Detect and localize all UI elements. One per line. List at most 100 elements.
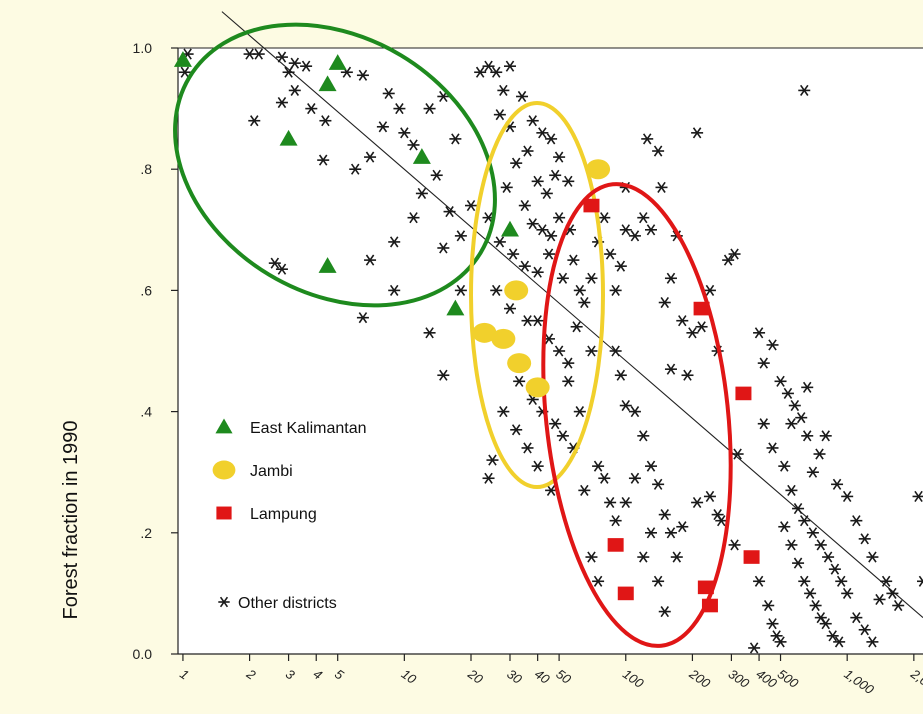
data-point-other-districts [655,181,668,193]
data-point-other-districts [585,272,598,284]
data-point-other-districts [521,145,534,157]
data-point-other-districts [604,496,617,509]
data-point-other-districts [652,478,665,490]
data-point-other-districts [398,127,411,139]
data-point-other-districts [248,115,261,127]
data-point-other-districts [562,175,575,187]
data-point-other-districts [317,154,330,166]
data-point-east-kalimantan [446,299,465,316]
data-point-other-districts [757,357,770,369]
data-point-other-districts [497,406,510,418]
x-tick-label: 20 [464,666,486,688]
data-point-other-districts [493,236,506,248]
data-point-other-districts [356,69,369,81]
legend-marker-lampung [216,506,232,520]
data-point-east-kalimantan [318,75,337,92]
data-point-other-districts [513,375,526,387]
x-tick-label: 100 [620,666,647,691]
data-point-other-districts [822,551,835,563]
data-point-other-districts [731,448,744,460]
data-point-other-districts [542,248,555,260]
data-point-other-districts [449,133,462,145]
data-point-other-districts [437,369,450,381]
data-point-other-districts [664,527,677,539]
data-point-other-districts [728,539,741,551]
y-tick-label: .6 [140,282,152,298]
data-point-other-districts [516,90,529,103]
data-point-other-districts [798,515,811,527]
data-point-other-districts [619,496,632,509]
data-point-other-districts [578,484,591,496]
data-point-other-districts [364,151,377,163]
x-tick-label: 3 [283,666,298,683]
data-point-other-districts [178,66,191,78]
data-point-other-districts [493,109,506,121]
data-point-east-kalimantan [173,51,192,67]
data-point-other-districts [549,418,562,430]
data-point-other-districts [785,418,798,430]
x-tick-label: 300 [726,666,753,691]
data-point-east-kalimantan [279,129,298,146]
data-point-other-districts [795,412,808,424]
data-point-other-districts [619,224,632,236]
data-point-other-districts [691,496,704,509]
data-point-other-districts [521,442,534,454]
data-point-other-districts [531,266,544,278]
data-point-other-districts [826,630,839,642]
data-point-other-districts [806,527,819,539]
data-point-other-districts [319,115,332,127]
data-point-other-districts [644,460,657,472]
data-point-other-districts [637,212,650,224]
data-point-other-districts [356,312,369,324]
data-point-other-districts [798,575,811,587]
data-point-other-districts [614,260,627,272]
data-point-other-districts [722,254,735,266]
data-point-other-districts [510,424,523,436]
data-point-other-districts [570,321,583,333]
data-point-other-districts [850,612,863,624]
data-point-other-districts [753,575,766,587]
data-point-other-districts [531,460,544,472]
data-point-other-districts [664,272,677,284]
data-point-other-districts [676,521,689,533]
y-tick-label: .8 [140,161,152,177]
data-point-other-districts [609,345,622,357]
data-point-other-districts [644,527,657,539]
data-point-other-districts [567,254,580,266]
data-point-other-districts [275,96,288,109]
data-point-other-districts [806,466,819,478]
data-point-east-kalimantan [412,148,431,164]
data-point-jambi [525,377,550,398]
data-point-other-districts [553,151,566,163]
data-point-other-districts [637,551,650,563]
data-point-other-districts [393,103,406,115]
data-point-other-districts [813,448,826,460]
data-point-lampung [735,386,752,401]
data-point-lampung [607,538,624,552]
data-point-other-districts [288,57,301,69]
data-point-other-districts [598,472,611,484]
data-point-other-districts [490,66,503,78]
data-point-other-districts [703,490,716,503]
legend-label-lampung: Lampung [250,506,317,523]
data-point-other-districts [536,127,549,139]
data-point-other-districts [474,66,487,78]
data-point-other-districts [573,406,586,418]
legend-label-east-kalimantan: East Kalimantan [250,420,367,437]
x-tick-label: 2 [243,666,259,683]
data-point-other-districts [664,363,677,375]
data-point-other-districts [531,175,544,187]
data-point-other-districts [486,454,499,466]
data-point-other-districts [300,60,313,72]
legend: East Kalimantan Jambi Lampung Other distric… [212,418,367,612]
data-point-other-districts [585,551,598,563]
data-point-jambi [472,322,497,343]
data-point-other-districts [510,157,523,169]
data-point-lampung [697,580,714,595]
data-point-other-districts [858,533,871,545]
series-lampung [583,198,760,613]
x-tick-label: 1 [177,666,192,682]
jambi-ellipse [469,101,605,489]
